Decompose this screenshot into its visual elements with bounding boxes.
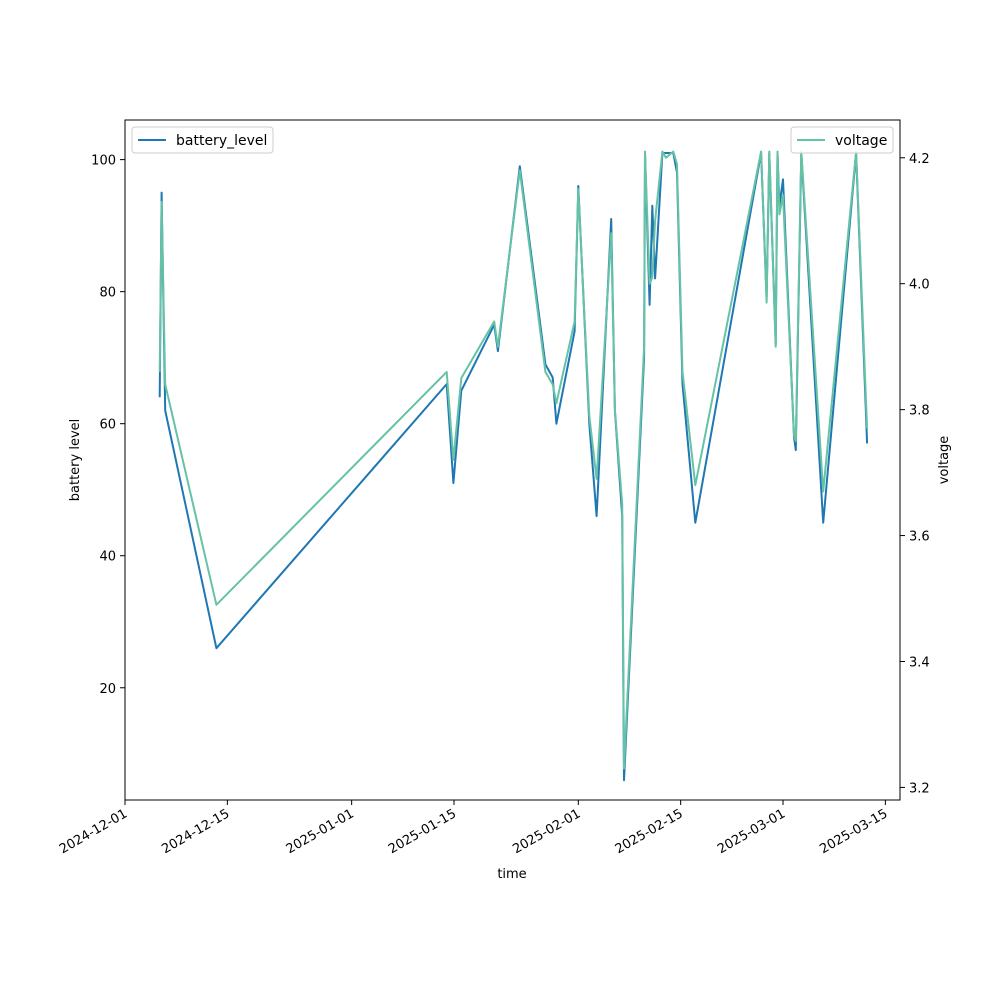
legend-frame [131,126,274,154]
legend-layer: battery_level voltage [131,126,894,154]
y-right-tick-label: 4.0 [909,278,930,293]
y-right-tick-label: 3.2 [909,781,930,796]
x-axis-label: time [497,867,526,882]
y-right-tick-label: 3.6 [909,530,930,545]
legend-label: voltage [835,133,887,149]
y-left-tick-label: 80 [99,286,116,301]
legend-left: battery_level [131,126,274,154]
y-right-tick-label: 4.2 [909,152,930,167]
series-layer [158,150,869,782]
legend-right: voltage [790,126,894,154]
y-axis-left-label: battery level [68,419,83,502]
y-left-tick-label: 100 [91,154,116,169]
y-right-tick-label: 3.4 [909,655,930,670]
plot-frame [124,119,901,801]
y-right-tick-label: 3.8 [909,404,930,419]
y-left-tick-label: 20 [99,682,116,697]
legend-frame [790,126,894,154]
y-left-tick-label: 40 [99,550,116,565]
y-left-tick-label: 60 [99,418,116,433]
y-axis-right-label: voltage [937,436,952,485]
series-line-voltage [158,150,869,770]
legend-label: battery_level [176,133,267,149]
